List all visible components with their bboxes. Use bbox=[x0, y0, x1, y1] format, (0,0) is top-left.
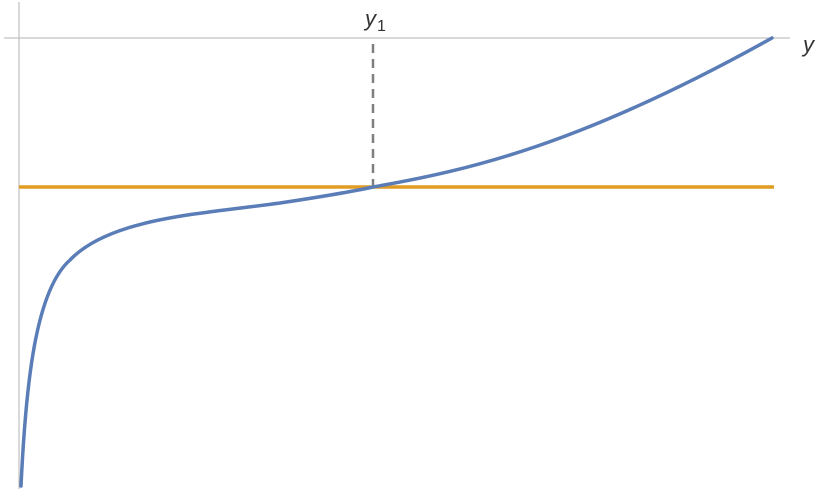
marker-subscript: 1 bbox=[377, 18, 386, 35]
increasing-curve bbox=[19, 36, 774, 488]
marker-symbol: y bbox=[363, 6, 378, 31]
marker-label: y1 bbox=[363, 6, 386, 35]
axis-label: y bbox=[801, 32, 816, 57]
